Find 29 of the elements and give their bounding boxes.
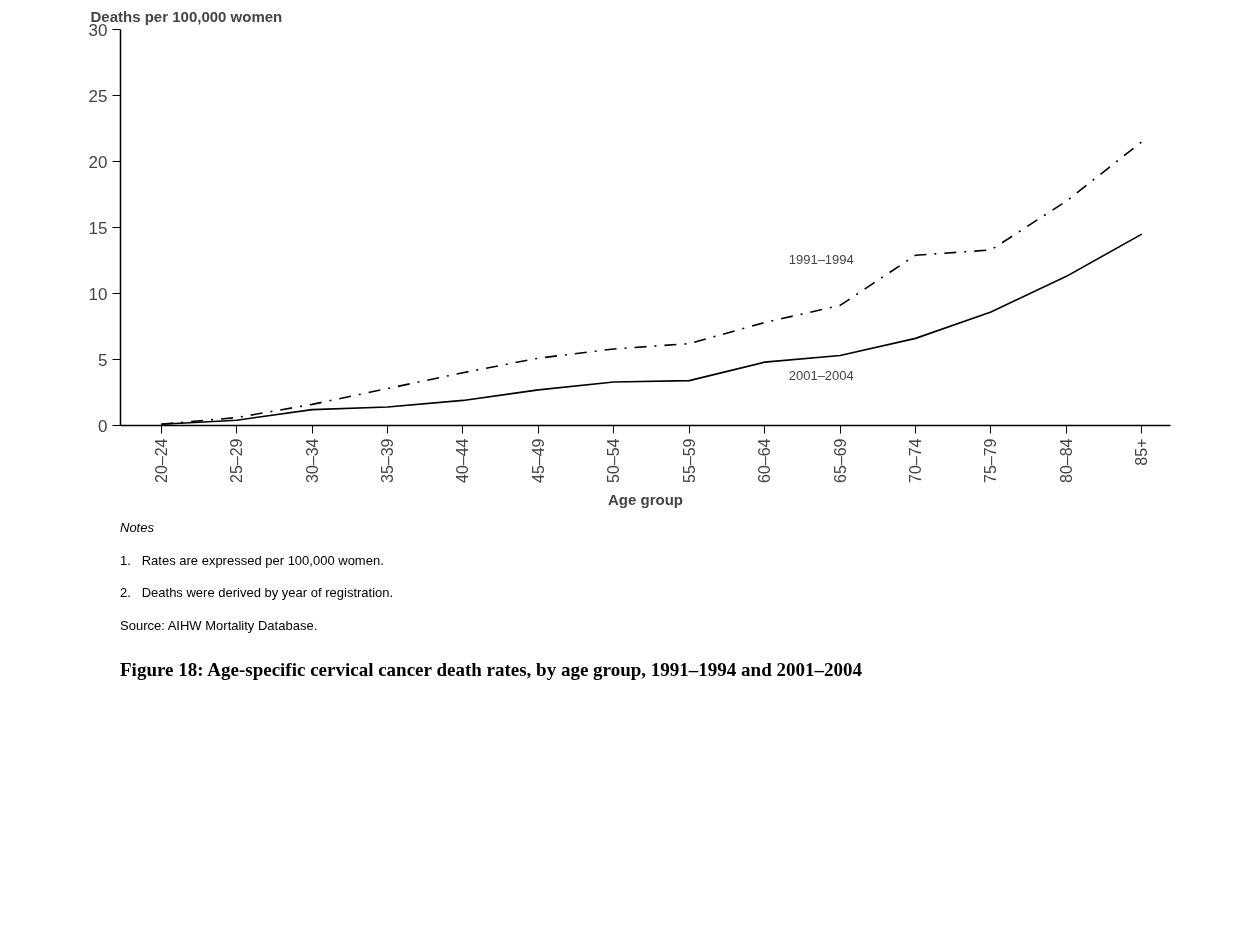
x-tick-label: 70–74 bbox=[907, 438, 925, 483]
y-tick-label: 15 bbox=[88, 218, 108, 238]
source-note: Source: AIHW Mortality Database. bbox=[120, 616, 318, 635]
y-tick-label: 25 bbox=[88, 86, 108, 106]
x-tick-label: 20–24 bbox=[152, 438, 170, 483]
y-axis-title: Deaths per 100,000 women bbox=[90, 7, 283, 25]
x-tick-label: 25–29 bbox=[228, 438, 246, 483]
x-tick-label: 35–39 bbox=[379, 438, 397, 483]
x-tick-label: 75–79 bbox=[982, 438, 1000, 483]
y-tick-label: 20 bbox=[88, 152, 108, 172]
y-tick-label: 5 bbox=[98, 350, 108, 370]
x-tick-label: 45–49 bbox=[529, 438, 547, 483]
y-tick-label: 10 bbox=[88, 284, 108, 304]
x-tick-label: 40–44 bbox=[454, 438, 472, 483]
x-tick-label: 65–69 bbox=[831, 438, 849, 483]
x-tick-label: 55–59 bbox=[680, 438, 698, 483]
x-tick-label: 50–54 bbox=[605, 438, 623, 483]
x-tick-label: 80–84 bbox=[1057, 438, 1075, 483]
y-tick-label: 0 bbox=[98, 416, 108, 436]
text: Figure 18: Age-specific cervical cancer death rates, by age group, 1991–1994 and 2001–2004 bbox=[120, 658, 862, 683]
text: 2. Deaths were derived by year of registration. bbox=[120, 584, 394, 603]
series-label: 1991–1994 bbox=[788, 252, 854, 268]
x-tick-label: 30–34 bbox=[303, 438, 321, 483]
text: Notes bbox=[120, 519, 154, 537]
x-tick-label: 85+ bbox=[1133, 438, 1151, 466]
series-label: 2001–2004 bbox=[788, 367, 854, 383]
x-axis-title: Age group bbox=[608, 490, 683, 508]
text: 1. Rates are expressed per 100,000 women. bbox=[120, 551, 384, 570]
x-tick-label: 60–64 bbox=[756, 438, 774, 483]
